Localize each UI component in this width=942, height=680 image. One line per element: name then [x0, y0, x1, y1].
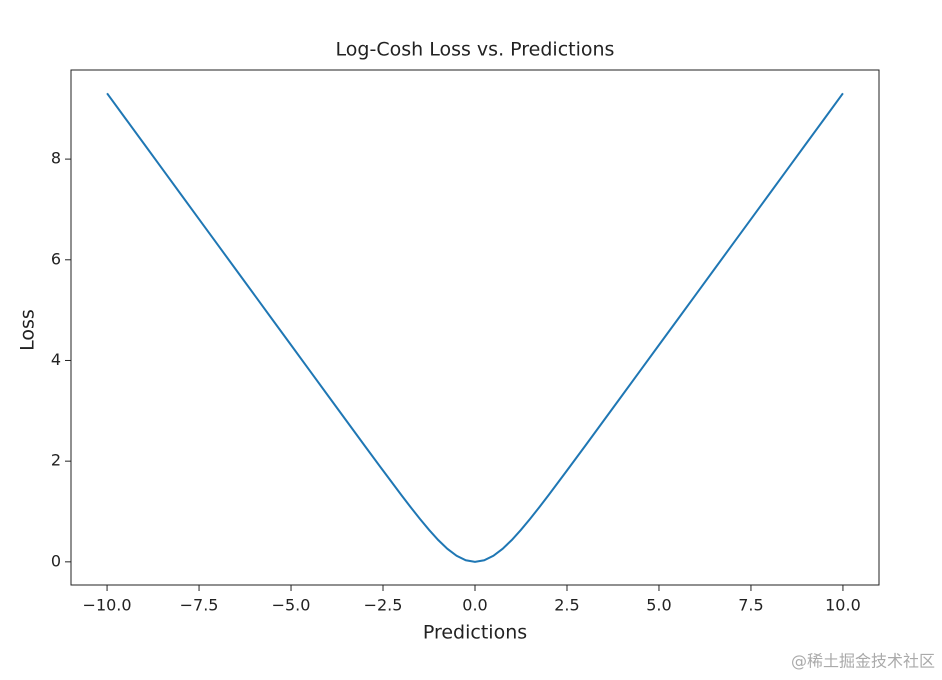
x-tick-label: −5.0 [272, 596, 311, 615]
watermark: @稀土掘金技术社区 [791, 652, 935, 671]
y-tick-label: 8 [51, 149, 61, 168]
x-tick-label: −10.0 [83, 596, 132, 615]
y-tick-label: 4 [51, 350, 61, 369]
x-tick-label: 10.0 [825, 596, 861, 615]
x-tick-label: 2.5 [554, 596, 579, 615]
x-tick-label: 0.0 [462, 596, 487, 615]
y-tick-label: 0 [51, 551, 61, 570]
y-axis-label: Loss [17, 309, 39, 351]
y-tick-label: 2 [51, 451, 61, 470]
x-tick-label: −2.5 [364, 596, 403, 615]
plot-frame [70, 69, 880, 586]
line-series [106, 92, 844, 563]
x-tick-label: 5.0 [646, 596, 671, 615]
y-tick-label: 6 [51, 249, 61, 268]
x-axis-label: Predictions [423, 622, 527, 644]
x-tick-label: −7.5 [180, 596, 219, 615]
x-tick-label: 7.5 [738, 596, 763, 615]
chart-title: Log-Cosh Loss vs. Predictions [336, 39, 615, 61]
